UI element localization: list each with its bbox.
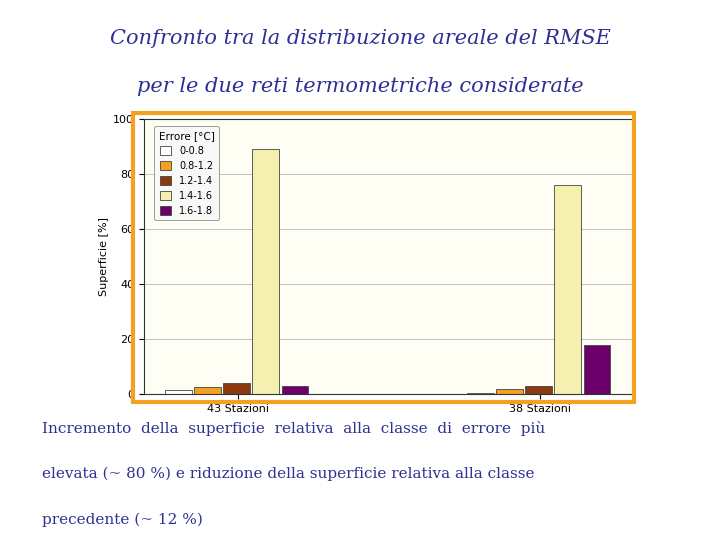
Bar bbox=[165, 390, 192, 394]
Bar bbox=[252, 149, 279, 394]
Bar bbox=[282, 386, 308, 394]
Y-axis label: Superficie [%]: Superficie [%] bbox=[99, 217, 109, 296]
Text: precedente (~ 12 %): precedente (~ 12 %) bbox=[42, 513, 203, 528]
Bar bbox=[554, 185, 581, 394]
Bar bbox=[496, 389, 523, 394]
Bar bbox=[526, 386, 552, 394]
Legend: 0-0.8, 0.8-1.2, 1.2-1.4, 1.4-1.6, 1.6-1.8: 0-0.8, 0.8-1.2, 1.2-1.4, 1.4-1.6, 1.6-1.… bbox=[154, 126, 220, 220]
Bar bbox=[194, 387, 221, 394]
Bar bbox=[467, 393, 494, 394]
Text: Incremento  della  superficie  relativa  alla  classe  di  errore  più: Incremento della superficie relativa all… bbox=[42, 421, 546, 436]
Text: per le due reti termometriche considerate: per le due reti termometriche considerat… bbox=[137, 77, 583, 96]
Bar bbox=[584, 345, 611, 394]
Bar bbox=[223, 383, 250, 394]
Text: Confronto tra la distribuzione areale del RMSE: Confronto tra la distribuzione areale de… bbox=[109, 29, 611, 48]
Text: elevata (~ 80 %) e riduzione della superficie relativa alla classe: elevata (~ 80 %) e riduzione della super… bbox=[42, 467, 535, 482]
